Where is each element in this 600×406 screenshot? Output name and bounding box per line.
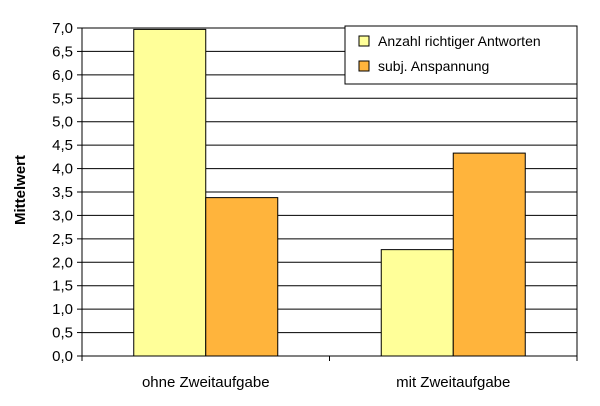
bar (133, 28, 207, 357)
y-tick-label: 2,0 (52, 254, 73, 271)
legend-swatch (358, 35, 370, 47)
legend-swatch (358, 60, 370, 72)
x-category-labels: ohne Zweitaufgabe mit Zweitaufgabe (142, 374, 510, 391)
legend: Anzahl richtiger Antworten subj. Anspannu… (344, 25, 578, 85)
legend-box (344, 25, 578, 85)
x-category-label: ohne Zweitaufgabe (142, 374, 270, 391)
y-tick-label: 2,5 (52, 231, 73, 248)
bars (133, 28, 526, 357)
y-axis-title: Mittelwert (12, 155, 29, 225)
y-tick-label: 7,0 (52, 20, 73, 37)
bar (380, 249, 454, 357)
y-tick-label: 5,0 (52, 114, 73, 131)
y-tick-label: 6,0 (52, 67, 73, 84)
legend-label: Anzahl richtiger Antworten (378, 33, 541, 49)
y-tick-label: 1,5 (52, 278, 73, 295)
y-tick-label: 1,0 (52, 301, 73, 318)
legend-label: subj. Anspannung (378, 58, 489, 74)
x-category-label: mit Zweitaufgabe (396, 374, 510, 391)
bar (452, 152, 526, 357)
y-tick-label: 3,0 (52, 207, 73, 224)
y-tick-label: 4,5 (52, 137, 73, 154)
y-tick-label: 0,0 (52, 348, 73, 365)
y-tick-label: 0,5 (52, 325, 73, 342)
y-tick-label: 5,5 (52, 90, 73, 107)
y-tick-labels: 0,0 0,5 1,0 1,5 2,0 2,5 3,0 3,5 4,0 4,5 5,0 5,5 6,0 6… (52, 20, 73, 365)
y-tick-label: 3,5 (52, 184, 73, 201)
bar (205, 197, 279, 357)
y-tick-label: 6,5 (52, 43, 73, 60)
y-tick-label: 4,0 (52, 161, 73, 178)
